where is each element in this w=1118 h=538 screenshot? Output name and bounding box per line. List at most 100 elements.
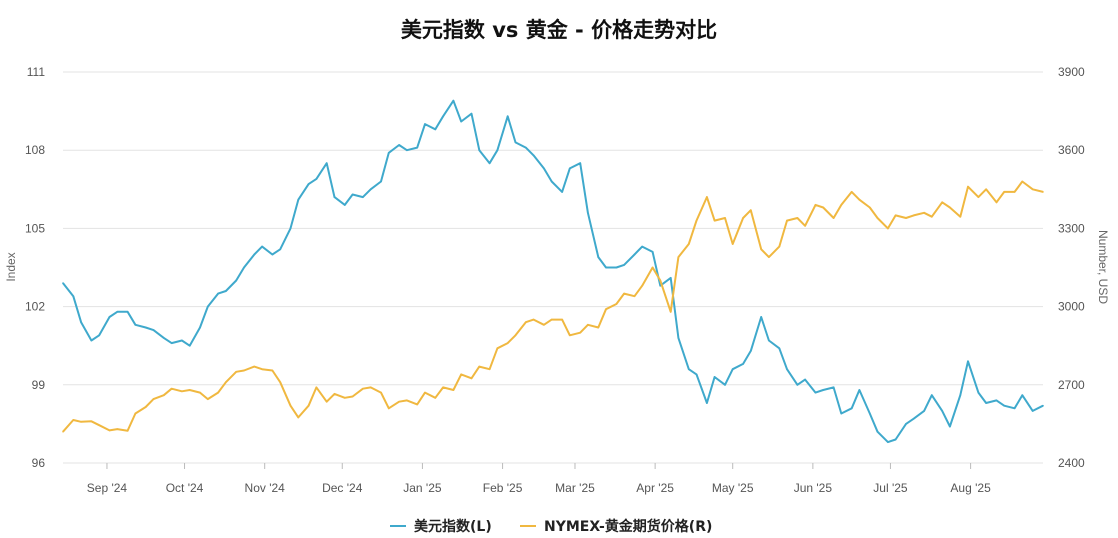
data-point xyxy=(724,217,726,219)
data-point xyxy=(959,394,962,397)
data-point xyxy=(641,284,643,287)
data-point xyxy=(72,295,75,298)
data-point xyxy=(731,368,734,371)
data-point xyxy=(985,188,987,191)
data-point xyxy=(750,350,752,352)
data-point xyxy=(760,248,762,251)
right-axis-ticks: 2400 2700 3000 3300 3600 3900 xyxy=(1058,65,1085,470)
data-point xyxy=(315,386,318,389)
left-tick-label: 99 xyxy=(32,378,46,392)
data-point xyxy=(235,279,237,282)
data-point xyxy=(388,152,390,154)
data-point xyxy=(207,305,209,308)
data-point xyxy=(152,398,155,400)
data-point xyxy=(688,243,690,245)
data-point xyxy=(724,384,726,386)
data-point xyxy=(669,277,672,279)
data-point xyxy=(325,400,328,403)
data-point xyxy=(967,185,969,188)
data-point xyxy=(677,256,680,258)
data-point xyxy=(369,386,372,389)
legend-item[interactable]: NYMEX-黄金期货价格(R) xyxy=(520,518,712,535)
data-point xyxy=(869,206,871,209)
x-tick-label: May '25 xyxy=(712,481,754,495)
data-point xyxy=(470,377,473,380)
data-point xyxy=(569,334,571,337)
data-point xyxy=(170,387,173,390)
data-point xyxy=(786,368,788,371)
data-point xyxy=(525,321,527,324)
data-point xyxy=(659,279,662,282)
data-point xyxy=(995,201,998,204)
data-point xyxy=(152,329,155,331)
data-point xyxy=(380,180,382,183)
data-point xyxy=(369,188,372,191)
data-point xyxy=(279,381,282,384)
data-point xyxy=(271,369,274,372)
data-point xyxy=(470,112,473,115)
data-point xyxy=(116,311,119,313)
legend-item[interactable]: 美元指数(L) xyxy=(390,518,492,535)
data-point xyxy=(188,344,191,347)
data-point xyxy=(876,430,879,433)
data-point xyxy=(478,365,481,368)
data-point xyxy=(506,342,509,344)
data-point xyxy=(778,245,781,248)
data-point xyxy=(362,196,364,198)
data-point xyxy=(850,191,853,193)
data-point xyxy=(1031,188,1034,191)
data-point xyxy=(796,384,799,386)
data-point xyxy=(931,215,933,218)
data-point xyxy=(887,441,889,443)
data-point xyxy=(243,369,245,372)
data-point xyxy=(199,326,201,329)
data-point xyxy=(297,198,300,201)
data-point xyxy=(144,326,147,329)
data-point xyxy=(760,316,762,318)
data-point xyxy=(569,167,571,170)
data-point xyxy=(550,180,553,183)
data-point xyxy=(822,389,824,391)
data-point xyxy=(941,201,943,204)
data-point xyxy=(442,115,444,118)
data-point xyxy=(677,337,680,339)
data-point xyxy=(912,417,915,420)
data-point xyxy=(615,266,618,269)
data-point xyxy=(651,266,654,269)
data-point xyxy=(380,391,382,394)
data-point xyxy=(597,326,600,329)
data-point xyxy=(460,120,463,123)
data-point xyxy=(434,128,437,131)
right-tick-label: 2400 xyxy=(1058,456,1085,470)
data-point xyxy=(307,183,310,185)
data-point xyxy=(416,403,419,406)
data-point xyxy=(832,217,835,219)
data-point xyxy=(923,410,925,412)
series-dxy xyxy=(62,99,1044,444)
data-point xyxy=(688,368,690,371)
data-point xyxy=(478,149,481,151)
data-point xyxy=(869,412,871,415)
data-point xyxy=(623,292,625,295)
data-point xyxy=(814,391,817,394)
data-point xyxy=(333,196,336,198)
x-tick-label: Aug '25 xyxy=(950,481,991,495)
data-point xyxy=(116,428,119,430)
x-axis-ticks: Sep '24 Oct '24 Nov '24 Dec '24 Jan '25 Feb '… xyxy=(87,463,991,495)
left-axis-label: Index xyxy=(4,252,18,281)
data-point xyxy=(217,292,219,295)
data-point xyxy=(1042,191,1044,193)
data-point xyxy=(90,339,93,342)
data-point xyxy=(985,402,987,404)
data-point xyxy=(597,256,600,258)
data-point xyxy=(315,178,318,180)
chart-title: 美元指数 vs 黄金 - 价格走势对比 xyxy=(401,18,717,42)
data-point xyxy=(713,219,716,222)
data-point xyxy=(1003,404,1005,407)
right-tick-label: 3300 xyxy=(1058,221,1085,235)
data-point xyxy=(778,347,781,350)
data-point xyxy=(134,412,137,415)
data-point xyxy=(144,406,147,408)
x-tick-label: Apr '25 xyxy=(636,481,674,495)
